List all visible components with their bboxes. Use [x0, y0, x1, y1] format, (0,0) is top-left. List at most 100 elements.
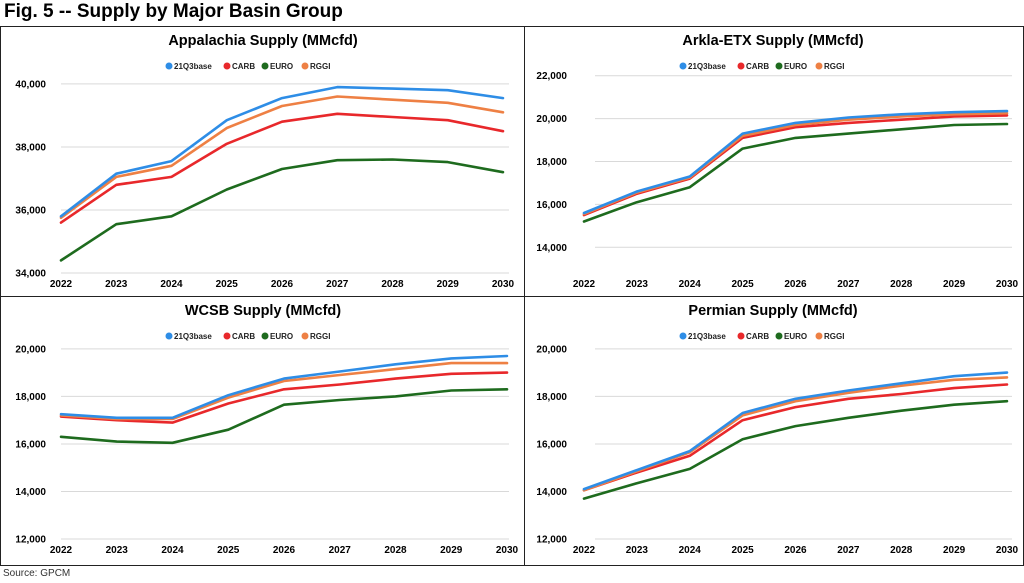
x-tick-label: 2022	[50, 279, 73, 290]
y-tick-label: 40,000	[15, 79, 46, 90]
legend-marker-carb	[737, 62, 745, 70]
x-tick-label: 2030	[492, 279, 515, 290]
legend-item-carb: CARB	[223, 332, 255, 341]
x-tick-label: 2023	[105, 279, 128, 290]
legend-label: RGGI	[310, 332, 330, 341]
y-tick-label: 14,000	[15, 487, 46, 498]
legend-label: CARB	[746, 62, 769, 71]
series-line-euro	[582, 122, 1009, 223]
x-tick-label: 2030	[496, 545, 519, 556]
x-tick-label: 2026	[271, 279, 294, 290]
legend-item-21q3base: 21Q3base	[165, 332, 212, 341]
legend-label: 21Q3base	[174, 62, 212, 71]
chart-arkla-etx: Arkla-ETX Supply (MMcfd) 21Q3base CARB EURO…	[536, 33, 1018, 290]
series-line-rggi	[582, 376, 1009, 492]
y-tick-label: 20,000	[15, 344, 46, 355]
legend-marker-euro	[775, 332, 783, 340]
y-tick-label: 38,000	[15, 142, 46, 153]
legend-marker-rggi	[301, 62, 309, 70]
legend-item-euro: EURO	[261, 62, 293, 71]
x-tick-label: 2023	[626, 279, 649, 290]
x-tick-label: 2025	[216, 279, 239, 290]
x-tick-label: 2028	[384, 545, 407, 556]
chart-panel-appalachia: Appalachia Supply (MMcfd) 21Q3base CARB EUR…	[0, 26, 526, 298]
chart-title: Appalachia Supply (MMcfd)	[168, 33, 357, 49]
series-line-euro	[59, 388, 509, 445]
legend-item-rggi: RGGI	[815, 62, 844, 71]
legend-marker-rggi	[301, 332, 309, 340]
chart-panel-wcsb: WCSB Supply (MMcfd) 21Q3base CARB EURO RGGI 1…	[0, 296, 526, 566]
y-tick-label: 14,000	[536, 243, 567, 254]
legend-label: 21Q3base	[688, 62, 726, 71]
legend-item-carb: CARB	[737, 332, 769, 341]
y-tick-label: 16,000	[536, 200, 567, 211]
x-tick-label: 2027	[329, 545, 352, 556]
x-tick-label: 2029	[943, 279, 966, 290]
x-tick-label: 2026	[784, 545, 807, 556]
x-tick-label: 2027	[837, 279, 860, 290]
legend-item-rggi: RGGI	[301, 62, 330, 71]
x-tick-label: 2030	[996, 545, 1019, 556]
chart-panel-permian: Permian Supply (MMcfd) 21Q3base CARB EURO RG…	[524, 296, 1024, 566]
x-tick-label: 2024	[679, 545, 702, 556]
series-line-rggi	[59, 95, 505, 220]
legend-label: RGGI	[310, 62, 330, 71]
x-tick-label: 2025	[732, 279, 755, 290]
x-tick-label: 2028	[890, 279, 913, 290]
legend-marker-carb	[737, 332, 745, 340]
legend-label: RGGI	[824, 62, 844, 71]
x-tick-label: 2024	[161, 545, 184, 556]
y-tick-label: 18,000	[15, 392, 46, 403]
y-tick-label: 34,000	[15, 269, 46, 280]
y-tick-label: 12,000	[536, 535, 567, 546]
legend-marker-rggi	[815, 332, 823, 340]
source-note: Source: GPCM	[3, 568, 71, 579]
x-tick-label: 2024	[160, 279, 183, 290]
x-tick-label: 2025	[217, 545, 240, 556]
y-tick-label: 16,000	[15, 439, 46, 450]
legend-marker-21q3base	[165, 62, 173, 70]
y-tick-label: 18,000	[536, 392, 567, 403]
chart-wcsb: WCSB Supply (MMcfd) 21Q3base CARB EURO RGGI 1…	[15, 303, 519, 556]
series-line-carb	[59, 371, 509, 424]
legend-item-euro: EURO	[775, 62, 807, 71]
chart-appalachia: Appalachia Supply (MMcfd) 21Q3base CARB EUR…	[15, 33, 515, 290]
chart-panel-arkla-etx: Arkla-ETX Supply (MMcfd) 21Q3base CARB EURO…	[524, 26, 1024, 298]
series-line-21q3base	[582, 371, 1009, 491]
legend-marker-21q3base	[679, 332, 687, 340]
y-tick-label: 12,000	[15, 535, 46, 546]
x-tick-label: 2022	[573, 545, 596, 556]
x-tick-label: 2029	[440, 545, 463, 556]
legend-label: CARB	[232, 332, 255, 341]
x-tick-label: 2022	[50, 545, 73, 556]
legend-marker-rggi	[815, 62, 823, 70]
y-tick-label: 36,000	[15, 205, 46, 216]
legend-marker-euro	[775, 62, 783, 70]
series-line-21q3base	[582, 109, 1009, 215]
legend-label: CARB	[746, 332, 769, 341]
x-tick-label: 2022	[573, 279, 596, 290]
x-tick-label: 2028	[381, 279, 404, 290]
legend-label: RGGI	[824, 332, 844, 341]
legend-item-carb: CARB	[737, 62, 769, 71]
chart-title: Permian Supply (MMcfd)	[688, 303, 857, 319]
legend-item-rggi: RGGI	[301, 332, 330, 341]
legend-label: EURO	[784, 62, 807, 71]
chart-title: Arkla-ETX Supply (MMcfd)	[682, 33, 863, 49]
legend-marker-euro	[261, 62, 269, 70]
x-tick-label: 2027	[837, 545, 860, 556]
legend-label: CARB	[232, 62, 255, 71]
chart-title: WCSB Supply (MMcfd)	[185, 303, 341, 319]
chart-permian: Permian Supply (MMcfd) 21Q3base CARB EURO RG…	[536, 303, 1019, 556]
legend-item-21q3base: 21Q3base	[165, 62, 212, 71]
legend-item-21q3base: 21Q3base	[679, 332, 726, 341]
legend-label: EURO	[784, 332, 807, 341]
x-tick-label: 2029	[943, 545, 966, 556]
legend-label: 21Q3base	[688, 332, 726, 341]
legend-marker-21q3base	[165, 332, 173, 340]
y-tick-label: 18,000	[536, 157, 567, 168]
legend-marker-21q3base	[679, 62, 687, 70]
x-tick-label: 2023	[626, 545, 649, 556]
y-tick-label: 16,000	[536, 439, 567, 450]
series-line-carb	[582, 383, 1009, 492]
